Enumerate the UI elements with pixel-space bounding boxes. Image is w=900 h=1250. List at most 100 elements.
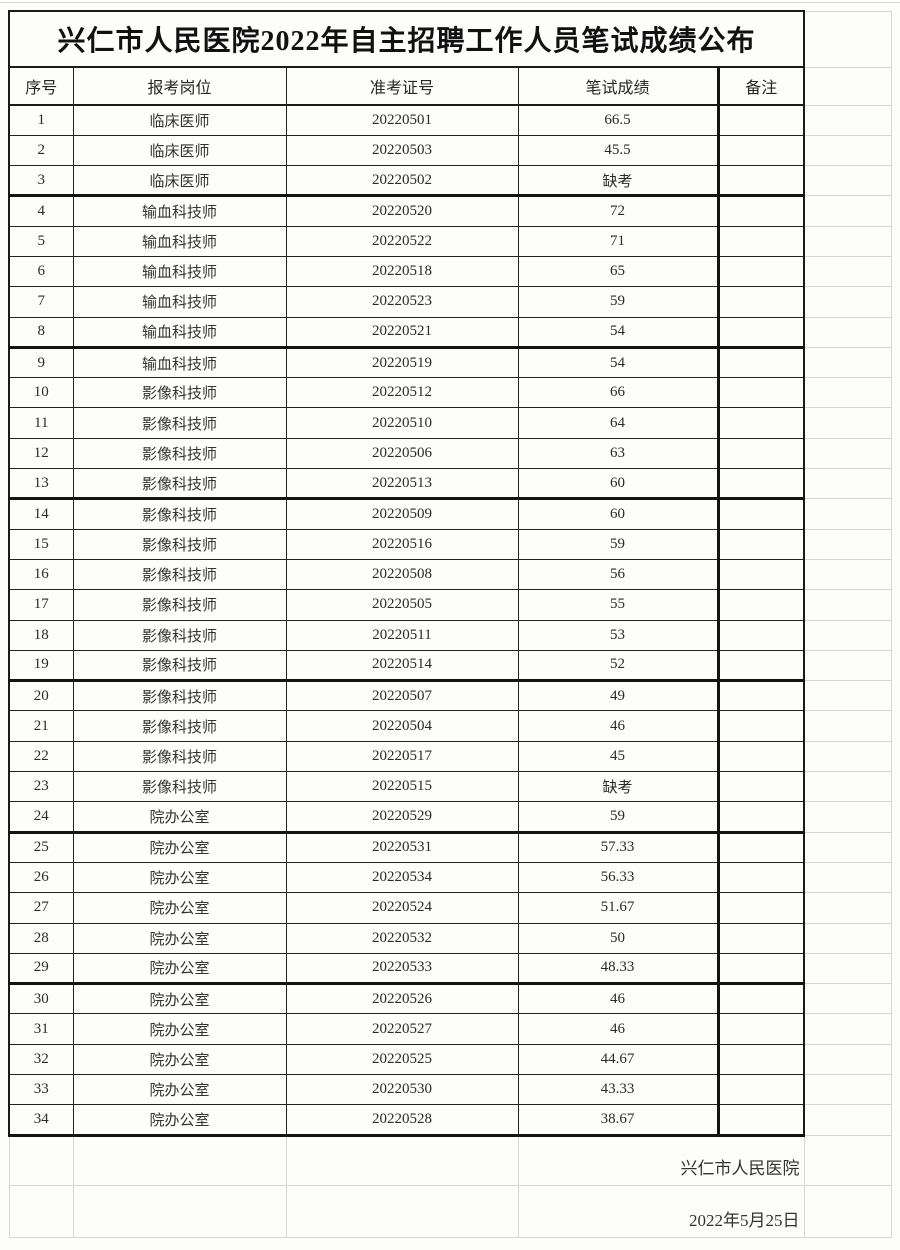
cell-remark bbox=[716, 771, 806, 803]
cell-index: 15 bbox=[8, 528, 74, 560]
table-row: 13 影像科技师 20220513 60 bbox=[8, 468, 892, 501]
cell-ticket: 20220504 bbox=[285, 710, 519, 742]
cell-index: 33 bbox=[8, 1073, 74, 1106]
table-row: 29 院办公室 20220533 48.33 bbox=[8, 952, 892, 986]
table-row: 28 院办公室 20220532 50 bbox=[8, 922, 892, 954]
cell-index: 29 bbox=[8, 952, 74, 986]
table-row: 20 影像科技师 20220507 49 bbox=[8, 680, 892, 712]
cell-position: 院办公室 bbox=[72, 861, 287, 894]
table-row: 12 影像科技师 20220506 63 bbox=[8, 437, 892, 470]
cell-ticket: 20220509 bbox=[285, 498, 519, 530]
cell-ticket: 20220510 bbox=[285, 407, 519, 439]
cell-remark bbox=[716, 316, 806, 349]
cell-remark bbox=[716, 892, 806, 924]
cell-position: 院办公室 bbox=[72, 952, 287, 986]
table-row: 32 院办公室 20220525 44.67 bbox=[8, 1043, 892, 1076]
margin-cell bbox=[803, 1104, 892, 1136]
cell-position: 影像科技师 bbox=[72, 710, 287, 742]
cell-position: 临床医师 bbox=[72, 165, 287, 198]
cell-position: 影像科技师 bbox=[72, 771, 287, 803]
cell-index: 14 bbox=[8, 498, 74, 530]
table-row: 24 院办公室 20220529 59 bbox=[8, 801, 892, 834]
margin-cell bbox=[803, 680, 892, 712]
cell-remark bbox=[716, 831, 806, 863]
empty-cell bbox=[285, 1184, 519, 1238]
cell-position: 影像科技师 bbox=[72, 407, 287, 439]
margin-cell bbox=[803, 255, 892, 288]
cell-score: 72 bbox=[517, 195, 719, 227]
cell-remark bbox=[716, 1013, 806, 1045]
margin-cell bbox=[803, 104, 892, 136]
empty-cell bbox=[72, 1134, 287, 1186]
cell-index: 32 bbox=[8, 1043, 74, 1076]
margin-cell bbox=[803, 195, 892, 227]
cell-position: 影像科技师 bbox=[72, 498, 287, 530]
cell-ticket: 20220527 bbox=[285, 1013, 519, 1045]
table-row: 21 影像科技师 20220504 46 bbox=[8, 710, 892, 742]
table-row: 33 院办公室 20220530 43.33 bbox=[8, 1073, 892, 1106]
table-header-row: 序号 报考岗位 准考证号 笔试成绩 备注 bbox=[8, 66, 892, 106]
cell-score: 71 bbox=[517, 225, 719, 257]
cell-index: 10 bbox=[8, 377, 74, 409]
cell-index: 18 bbox=[8, 619, 74, 651]
cell-remark bbox=[716, 134, 806, 167]
cell-score: 60 bbox=[517, 498, 719, 530]
cell-score: 59 bbox=[517, 286, 719, 318]
cell-position: 院办公室 bbox=[72, 922, 287, 954]
cell-score: 59 bbox=[517, 801, 719, 834]
table-row: 8 输血科技师 20220521 54 bbox=[8, 316, 892, 349]
margin-cell bbox=[803, 468, 892, 500]
margin-cell bbox=[803, 286, 892, 318]
cell-ticket: 20220521 bbox=[285, 316, 519, 349]
scores-table: 兴仁市人民医院2022年自主招聘工作人员笔试成绩公布 序号 报考岗位 准考证号 … bbox=[7, 10, 892, 1238]
cell-remark bbox=[716, 740, 806, 773]
cell-remark bbox=[716, 922, 806, 954]
page-title: 兴仁市人民医院2022年自主招聘工作人员笔试成绩公布 bbox=[7, 10, 806, 68]
margin-cell bbox=[803, 1013, 892, 1045]
cell-score: 51.67 bbox=[517, 892, 719, 924]
footer-organization: 兴仁市人民医院 bbox=[517, 1134, 805, 1186]
cell-position: 院办公室 bbox=[72, 892, 287, 924]
cell-remark bbox=[716, 710, 806, 742]
cell-ticket: 20220533 bbox=[285, 952, 519, 986]
cell-remark bbox=[716, 165, 806, 198]
cell-position: 影像科技师 bbox=[72, 468, 287, 501]
cell-score: 64 bbox=[517, 407, 719, 439]
cell-index: 21 bbox=[8, 710, 74, 742]
cell-ticket: 20220511 bbox=[285, 619, 519, 651]
cell-index: 19 bbox=[8, 649, 74, 683]
table-row: 14 影像科技师 20220509 60 bbox=[8, 498, 892, 530]
title-row: 兴仁市人民医院2022年自主招聘工作人员笔试成绩公布 bbox=[7, 10, 892, 68]
cell-position: 输血科技师 bbox=[72, 286, 287, 318]
cell-index: 30 bbox=[8, 983, 74, 1015]
cell-index: 8 bbox=[8, 316, 74, 349]
margin-cell bbox=[803, 1184, 892, 1238]
cell-remark bbox=[716, 801, 806, 834]
table-row: 10 影像科技师 20220512 66 bbox=[8, 377, 892, 409]
cell-index: 20 bbox=[8, 680, 74, 712]
cell-position: 输血科技师 bbox=[72, 195, 287, 227]
table-row: 17 影像科技师 20220505 55 bbox=[8, 589, 892, 621]
margin-cell bbox=[803, 1134, 892, 1186]
cell-position: 院办公室 bbox=[72, 1104, 287, 1137]
margin-cell bbox=[803, 165, 892, 197]
cell-index: 11 bbox=[8, 407, 74, 439]
cell-position: 影像科技师 bbox=[72, 649, 287, 683]
margin-cell bbox=[803, 649, 892, 682]
cell-index: 25 bbox=[8, 831, 74, 863]
margin-cell bbox=[803, 771, 892, 803]
margin-cell bbox=[803, 740, 892, 773]
cell-index: 31 bbox=[8, 1013, 74, 1045]
margin-cell bbox=[803, 952, 892, 985]
cell-ticket: 20220528 bbox=[285, 1104, 519, 1137]
margin-cell bbox=[803, 558, 892, 591]
cell-ticket: 20220525 bbox=[285, 1043, 519, 1076]
cell-position: 输血科技师 bbox=[72, 255, 287, 288]
margin-cell bbox=[803, 10, 892, 68]
cell-score: 46 bbox=[517, 1013, 719, 1045]
cell-position: 院办公室 bbox=[72, 1073, 287, 1106]
table-row: 1 临床医师 20220501 66.5 bbox=[8, 104, 892, 136]
cell-ticket: 20220501 bbox=[285, 104, 519, 136]
footer-date-row: 2022年5月25日 bbox=[8, 1184, 892, 1238]
cell-index: 5 bbox=[8, 225, 74, 257]
